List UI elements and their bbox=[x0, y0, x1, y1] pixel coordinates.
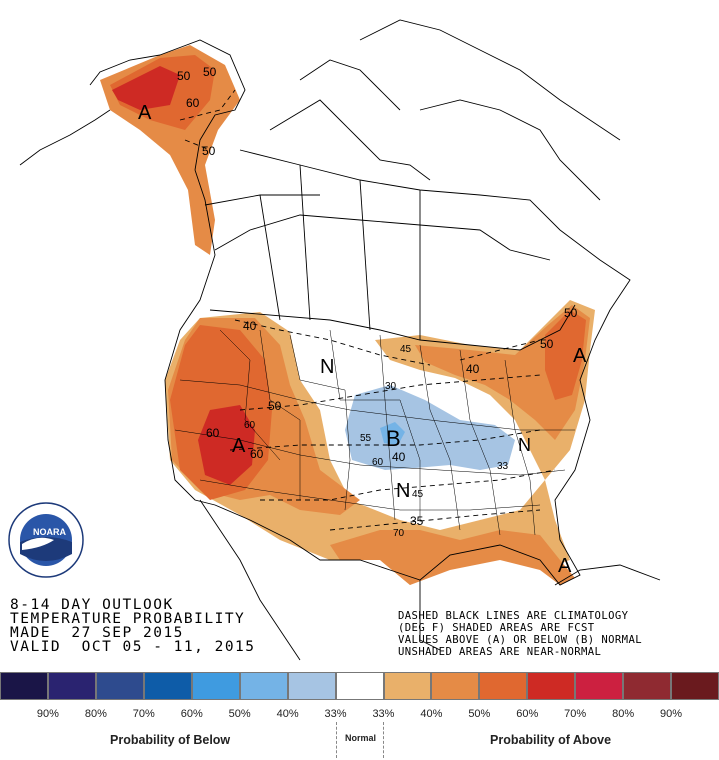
contour-50-w: 50 bbox=[268, 399, 282, 413]
scale-swatch bbox=[0, 672, 48, 700]
contour-60-w3: 60 bbox=[250, 447, 264, 461]
label-A-west: A bbox=[232, 435, 246, 457]
contour-55: 55 bbox=[360, 433, 372, 444]
west-shading bbox=[165, 312, 570, 585]
below-33 bbox=[345, 385, 515, 470]
label-B-central: B bbox=[386, 426, 401, 451]
probability-below-label: Probability of Below bbox=[110, 733, 231, 747]
label-N-east: N bbox=[518, 435, 531, 455]
scale-swatch bbox=[383, 672, 432, 700]
outlook-line-1: 8-14 DAY OUTLOOK bbox=[10, 597, 174, 613]
outlook-title-block: 8-14 DAY OUTLOOK TEMPERATURE PROBABILITY M… bbox=[10, 597, 256, 655]
scale-swatch bbox=[527, 672, 576, 700]
scale-tick-label: 80% bbox=[612, 708, 635, 720]
scale-swatch bbox=[671, 672, 719, 700]
scale-swatch bbox=[239, 672, 288, 700]
scale-tick-label: 60% bbox=[516, 708, 539, 720]
svg-text:NOARA: NOARA bbox=[33, 527, 66, 537]
label-A-east: A bbox=[573, 345, 587, 367]
contour-50-a3: 50 bbox=[202, 144, 216, 158]
scale-tick-label: 90% bbox=[36, 708, 59, 720]
scale-swatch bbox=[95, 672, 144, 700]
state-outlines bbox=[174, 329, 575, 536]
legend-note-line-1: DASHED BLACK LINES ARE CLIMATOLOGY bbox=[398, 610, 629, 622]
legend-note-line-4: UNSHADED AREAS ARE NEAR-NORMAL bbox=[398, 646, 602, 658]
legend-note-line-3: VALUES ABOVE (A) OR BELOW (B) NORMAL bbox=[398, 634, 643, 646]
scale-swatch bbox=[479, 672, 528, 700]
scale-swatch bbox=[287, 672, 336, 700]
scale-swatch bbox=[47, 672, 96, 700]
southeast-above-50 bbox=[330, 530, 575, 585]
outlook-map: A A A A B N N N 50 50 60 50 40 50 60 60 … bbox=[19, 19, 661, 661]
scale-swatch bbox=[143, 672, 192, 700]
outlook-line-4: VALID OCT 05 - 11, 2015 bbox=[10, 639, 256, 655]
scale-tick-label: 70% bbox=[132, 708, 155, 720]
below-shading bbox=[345, 385, 515, 470]
contour-50-ne2: 50 bbox=[540, 337, 554, 351]
probability-color-scale bbox=[0, 672, 719, 702]
below-40 bbox=[380, 422, 405, 445]
contour-40-c: 40 bbox=[392, 450, 406, 464]
contour-50-a2: 50 bbox=[203, 65, 217, 79]
country-outlines bbox=[19, 19, 661, 661]
alaska-above-70 bbox=[112, 66, 180, 110]
label-A-florida: A bbox=[558, 555, 572, 577]
contour-60-w1: 60 bbox=[206, 426, 220, 440]
scale-tick-label: 33% bbox=[372, 708, 395, 720]
map-labels: A A A A B N N N 50 50 60 50 40 50 60 60 … bbox=[138, 65, 587, 577]
contour-60-w2: 60 bbox=[244, 420, 256, 431]
alaska-shading bbox=[100, 45, 240, 255]
scale-swatch bbox=[191, 672, 240, 700]
scale-swatch bbox=[431, 672, 480, 700]
probability-above-label: Probability of Above bbox=[490, 733, 612, 747]
label-N-south: N bbox=[396, 480, 410, 502]
contour-40-ne: 40 bbox=[466, 362, 480, 376]
normal-label: Normal bbox=[345, 733, 377, 743]
contour-30: 30 bbox=[385, 381, 397, 392]
contour-40-nw: 40 bbox=[243, 319, 257, 333]
scale-tick-label: 60% bbox=[180, 708, 203, 720]
scale-swatch bbox=[575, 672, 624, 700]
contour-50-ne: 50 bbox=[564, 306, 578, 320]
contour-45-ne: 45 bbox=[400, 344, 412, 355]
scale-tick-label: 40% bbox=[420, 708, 443, 720]
contour-35: 35 bbox=[410, 514, 424, 528]
normal-divider-right bbox=[383, 722, 384, 758]
scale-tick-label: 33% bbox=[324, 708, 347, 720]
outlook-line-3: MADE 27 SEP 2015 bbox=[10, 625, 184, 641]
legend-note-line-2: (DEG F) SHADED AREAS ARE FCST bbox=[398, 622, 595, 634]
outlook-line-2: TEMPERATURE PROBABILITY bbox=[10, 611, 246, 627]
scale-swatch bbox=[335, 672, 384, 700]
label-N-north: N bbox=[320, 356, 334, 378]
scale-tick-label: 70% bbox=[564, 708, 587, 720]
scale-tick-label: 40% bbox=[276, 708, 299, 720]
contour-60-c: 60 bbox=[372, 457, 384, 468]
scale-swatch bbox=[623, 672, 672, 700]
scale-tick-label: 90% bbox=[660, 708, 683, 720]
label-A-alaska: A bbox=[138, 102, 152, 124]
noaa-logo: NOARA bbox=[8, 502, 84, 578]
scale-tick-label: 50% bbox=[228, 708, 251, 720]
west-above-70 bbox=[198, 405, 255, 485]
contour-45-s: 45 bbox=[412, 489, 424, 500]
contour-70: 70 bbox=[393, 528, 405, 539]
contour-60-a: 60 bbox=[186, 96, 200, 110]
climatology-lines bbox=[179, 89, 556, 531]
contour-33: 33 bbox=[497, 461, 509, 472]
probability-tick-labels: 90% 80% 70% 60% 50% 40% 33% 33% 40% 50% 60% 70% 80% 9… bbox=[0, 708, 719, 722]
legend-note: DASHED BLACK LINES ARE CLIMATOLOGY (DEG F… bbox=[398, 610, 642, 658]
contour-50-a1: 50 bbox=[177, 69, 191, 83]
scale-tick-label: 50% bbox=[468, 708, 491, 720]
scale-tick-label: 80% bbox=[84, 708, 107, 720]
normal-divider-left bbox=[336, 722, 337, 758]
